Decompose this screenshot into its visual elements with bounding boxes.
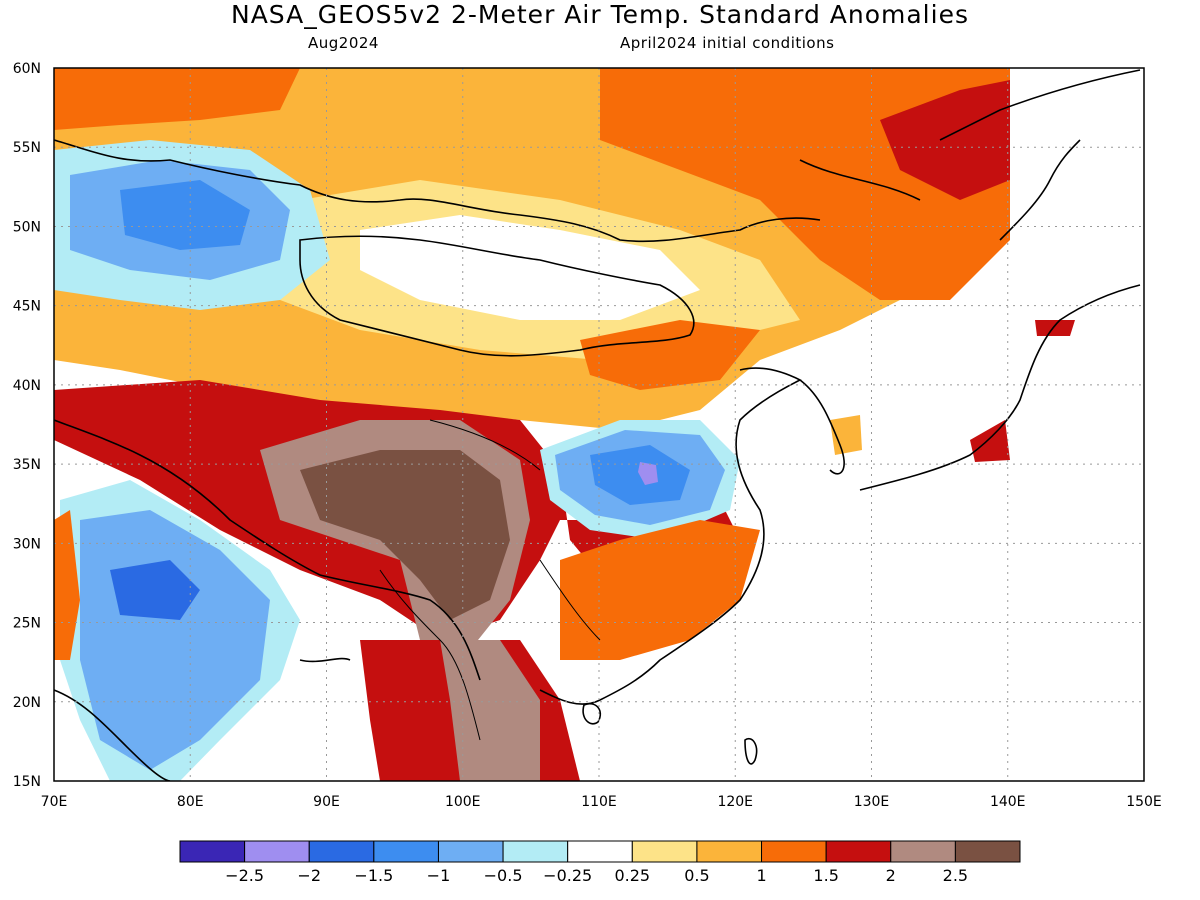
colorbar-label: 2.5 xyxy=(943,866,968,885)
warm-korea-spot xyxy=(830,415,862,455)
lon-tick-label: 120E xyxy=(717,794,753,810)
neutral-mongolia-region xyxy=(360,215,700,320)
colorbar-swatch xyxy=(502,840,569,863)
colorbar-swatch xyxy=(761,840,827,863)
colorbar-labels: −2.5 −2 −1.5 −1 −0.5 −0.25 0.25 0.5 1 1.5 2 2.5 xyxy=(225,866,968,885)
red-region-northeast xyxy=(880,80,1010,200)
orange-south-china-region xyxy=(560,520,760,660)
colorbar-swatch xyxy=(244,840,310,863)
lat-tick-label: 40N xyxy=(13,378,41,394)
colorbar-label: 0.25 xyxy=(614,866,650,885)
colorbar-swatch xyxy=(179,840,246,863)
colorbar-label: −0.25 xyxy=(543,866,592,885)
lon-tick-label: 110E xyxy=(581,794,617,810)
lat-tick-label: 60N xyxy=(13,61,41,77)
lon-tick-label: 130E xyxy=(854,794,890,810)
init-conditions-label: April2024 initial conditions xyxy=(620,34,835,52)
taupe-southeast-asia-region xyxy=(440,640,540,781)
valid-month-label: Aug2024 xyxy=(308,34,379,52)
orange-north-china-region xyxy=(580,320,760,390)
lon-tick-label: 90E xyxy=(313,794,340,810)
borders xyxy=(379,419,601,741)
colorbar-swatch xyxy=(696,840,763,863)
lat-tick-label: 15N xyxy=(13,774,41,790)
lat-tick-label: 25N xyxy=(13,616,41,632)
warm-japan-spot xyxy=(970,420,1010,462)
colorbar-swatch xyxy=(437,840,504,863)
colorbar-label: −1 xyxy=(427,866,451,885)
colorbar-swatch xyxy=(567,840,633,863)
map-frame xyxy=(53,67,1145,782)
warm-hokkaido-spot xyxy=(1035,320,1075,336)
colorbar-swatch xyxy=(631,840,698,863)
lon-tick-label: 140E xyxy=(990,794,1026,810)
colorbar-label: −0.5 xyxy=(484,866,523,885)
anomaly-field xyxy=(54,68,1144,781)
colorbar xyxy=(179,840,1021,863)
coastlines xyxy=(54,69,1141,781)
colorbar-swatch xyxy=(308,840,375,863)
colorbar-label: −2 xyxy=(297,866,321,885)
lat-tick-labels: 15N 20N 25N 30N 35N 40N 45N 50N 55N 60N xyxy=(13,61,41,790)
lon-tick-label: 100E xyxy=(445,794,481,810)
lat-tick-label: 20N xyxy=(13,695,41,711)
colder-kazakhstan-region xyxy=(120,180,250,250)
lat-tick-label: 50N xyxy=(13,219,41,235)
colorbar-swatch xyxy=(373,840,439,863)
lon-tick-labels: 70E 80E 90E 100E 110E 120E 130E 140E 150E xyxy=(41,794,1162,810)
colorbar-swatch xyxy=(825,840,892,863)
colorbar-label: −1.5 xyxy=(354,866,393,885)
lat-tick-label: 35N xyxy=(13,457,41,473)
lon-tick-label: 80E xyxy=(177,794,204,810)
colorbar-label: 0.5 xyxy=(684,866,709,885)
lat-tick-label: 45N xyxy=(13,299,41,315)
brown-tibet-region xyxy=(300,450,510,620)
chart-title: NASA_GEOS5v2 2-Meter Air Temp. Standard … xyxy=(231,0,969,29)
orange-region-northwest xyxy=(54,68,300,130)
colorbar-swatch xyxy=(954,840,1021,863)
colorbar-label: −2.5 xyxy=(225,866,264,885)
colorbar-label: 2 xyxy=(886,866,896,885)
coldest-east-china-spot xyxy=(638,462,658,485)
lat-tick-label: 30N xyxy=(13,536,41,552)
colder-india-region xyxy=(110,560,200,620)
lon-tick-label: 70E xyxy=(41,794,68,810)
lat-tick-label: 55N xyxy=(13,140,41,156)
colorbar-label: 1.5 xyxy=(813,866,838,885)
colorbar-label: 1 xyxy=(756,866,766,885)
warm-india-west-region xyxy=(54,510,80,660)
lon-tick-label: 150E xyxy=(1126,794,1162,810)
colorbar-swatch xyxy=(890,840,956,863)
